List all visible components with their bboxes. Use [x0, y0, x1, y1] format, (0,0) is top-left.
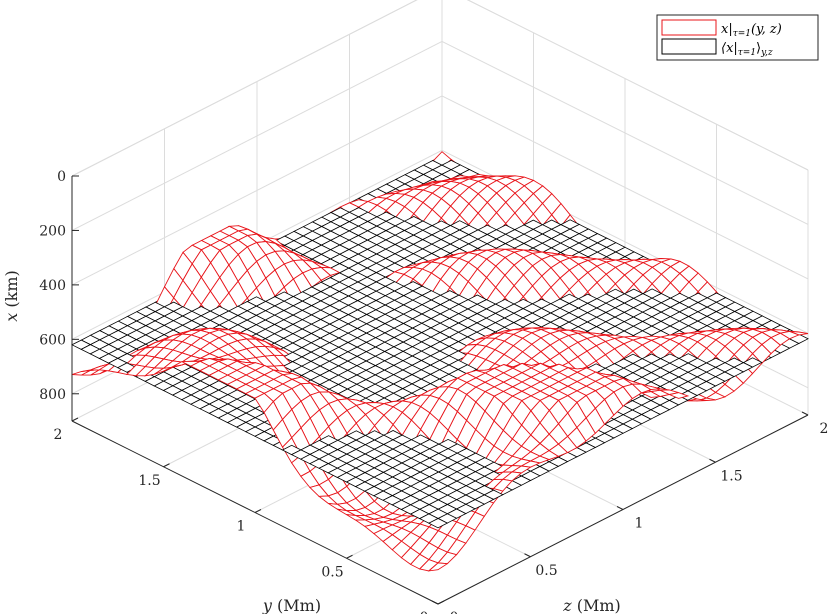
- y-tick-mark: [437, 600, 445, 605]
- axes: [71, 175, 809, 605]
- tau-surface-mesh: [71, 151, 809, 529]
- mean-plane-cell: [605, 251, 626, 262]
- x-tick-label: 0: [57, 169, 66, 185]
- y-tick-mark: [163, 463, 170, 468]
- grid-line: [71, 40, 443, 231]
- z-tick-mark: [524, 553, 531, 558]
- z-tick-label: 1: [635, 516, 644, 532]
- y-tick-label: 0: [420, 610, 429, 614]
- grid-line: [71, 0, 418, 177]
- z-tick-mark: [431, 600, 439, 605]
- legend-swatch-mean: [661, 38, 717, 55]
- surface-cell: [551, 202, 571, 228]
- surface-cell: [614, 274, 635, 295]
- x-tick-label: 400: [39, 278, 66, 294]
- surface-cell: [733, 344, 754, 365]
- y-tick-label: 0.5: [321, 564, 343, 580]
- y-tick-mark: [71, 417, 79, 422]
- surface-cell: [374, 414, 394, 439]
- z-tick-label: 0: [450, 610, 459, 614]
- y-tick-label: 1: [237, 519, 246, 535]
- surface-cell: [650, 344, 671, 361]
- z-tick-mark: [709, 458, 716, 463]
- z-tick-label: 1.5: [720, 468, 742, 484]
- z-tick-mark: [801, 411, 809, 416]
- x-tick-label: 800: [39, 387, 66, 403]
- y-tick-label: 2: [54, 427, 63, 443]
- tick-labels: 0 0.5 1 1.5 2 0 0.5 1 1.5 2 0 200 400 600 800: [39, 169, 828, 614]
- surface-cell: [633, 274, 653, 295]
- z-tick-mark: [616, 506, 624, 510]
- surface-cell: [427, 562, 449, 572]
- grid-line: [441, 95, 809, 280]
- x-axis-label: x (km): [2, 270, 21, 321]
- x-tick-label: 600: [39, 332, 66, 348]
- y-tick-mark: [346, 554, 353, 559]
- mean-plane-cell: [624, 251, 645, 262]
- surface-cell: [532, 202, 553, 227]
- y-tick-label: 1.5: [138, 473, 160, 489]
- z-tick-label: 0.5: [535, 563, 557, 579]
- mean-plane-cell: [724, 320, 745, 331]
- grid-line: [71, 95, 443, 286]
- surface-cell: [440, 205, 461, 228]
- surface-cell: [492, 478, 513, 492]
- surface-cell: [272, 418, 293, 448]
- mean-plane-cell: [742, 320, 763, 331]
- y-tick-mark: [254, 509, 262, 513]
- y-axis-label: y (Mm): [262, 596, 321, 614]
- x-tick-label: 200: [39, 223, 66, 239]
- z-tick-label: 2: [820, 421, 829, 437]
- grid-line: [466, 0, 809, 171]
- surface-cell: [355, 413, 376, 439]
- z-axis-label: z (Mm): [562, 596, 621, 614]
- legend-label-mean: ⟨x|τ=1⟩y,z: [721, 41, 773, 58]
- surface-cell: [632, 344, 653, 361]
- grid-line: [441, 40, 809, 225]
- legend-swatch-surface: [661, 19, 717, 36]
- surface-cell: [751, 343, 772, 365]
- legend-label-surface: x|τ=1(y, z): [721, 22, 782, 39]
- surface-cell: [568, 279, 589, 302]
- surface-cell: [669, 343, 689, 361]
- mean-plane-cell: [428, 518, 449, 529]
- legend: x|τ=1(y, z) ⟨x|τ=1⟩y,z: [656, 14, 819, 61]
